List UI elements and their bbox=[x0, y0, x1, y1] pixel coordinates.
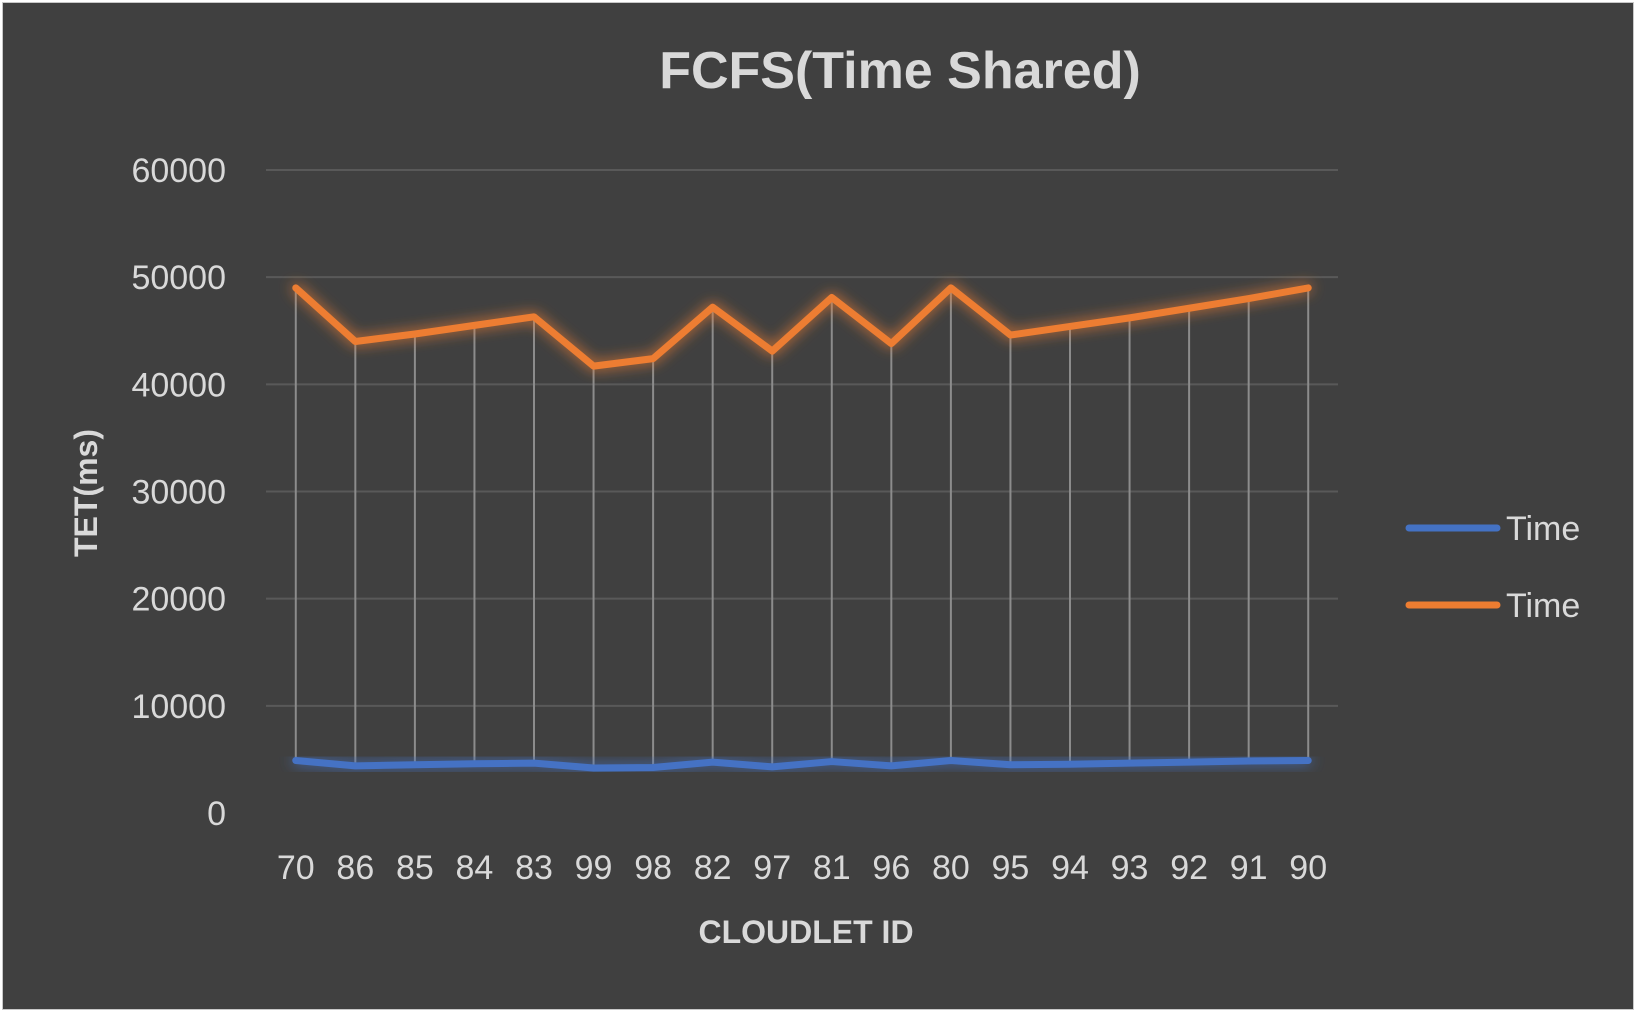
y-axis-title: TET(ms) bbox=[68, 429, 104, 557]
series-line-2 bbox=[292, 284, 1312, 370]
y-axis-ticks: 0 10000 20000 30000 40000 50000 60000 bbox=[131, 152, 226, 833]
x-tick-label: 94 bbox=[1051, 849, 1089, 887]
chart-title: FCFS(Time Shared) bbox=[659, 42, 1141, 100]
y-tick-label: 30000 bbox=[131, 474, 226, 512]
y-tick-label: 40000 bbox=[131, 366, 226, 404]
y-tick-label: 60000 bbox=[131, 152, 226, 190]
legend: Time Time bbox=[1405, 510, 1580, 625]
x-tick-label: 86 bbox=[336, 849, 374, 887]
x-tick-label: 82 bbox=[694, 849, 732, 887]
y-tick-label: 0 bbox=[207, 795, 226, 833]
x-tick-label: 80 bbox=[932, 849, 970, 887]
x-tick-label: 70 bbox=[277, 849, 315, 887]
drop-lines bbox=[294, 287, 1310, 768]
x-tick-label: 81 bbox=[813, 849, 851, 887]
x-tick-label: 91 bbox=[1230, 849, 1268, 887]
grid-lines bbox=[266, 169, 1338, 707]
y-tick-label: 10000 bbox=[131, 688, 226, 726]
x-tick-label: 92 bbox=[1170, 849, 1208, 887]
x-tick-label: 97 bbox=[753, 849, 791, 887]
x-tick-label: 96 bbox=[872, 849, 910, 887]
x-axis-ticks: 70 86 85 84 83 99 98 82 97 81 96 80 95 94 93 92 91 90 bbox=[277, 849, 1327, 887]
x-axis-title: CLOUDLET ID bbox=[698, 914, 913, 950]
x-tick-label: 90 bbox=[1289, 849, 1327, 887]
x-tick-label: 93 bbox=[1111, 849, 1149, 887]
legend-label: Time bbox=[1506, 510, 1580, 548]
series-lines bbox=[292, 284, 1312, 772]
x-tick-label: 98 bbox=[634, 849, 672, 887]
legend-label: Time bbox=[1506, 587, 1580, 625]
x-tick-label: 95 bbox=[992, 849, 1030, 887]
y-tick-label: 20000 bbox=[131, 581, 226, 619]
y-tick-label: 50000 bbox=[131, 259, 226, 297]
series-line-1 bbox=[292, 756, 1312, 772]
x-tick-label: 85 bbox=[396, 849, 434, 887]
x-tick-label: 84 bbox=[456, 849, 494, 887]
x-tick-label: 99 bbox=[575, 849, 613, 887]
x-tick-label: 83 bbox=[515, 849, 553, 887]
